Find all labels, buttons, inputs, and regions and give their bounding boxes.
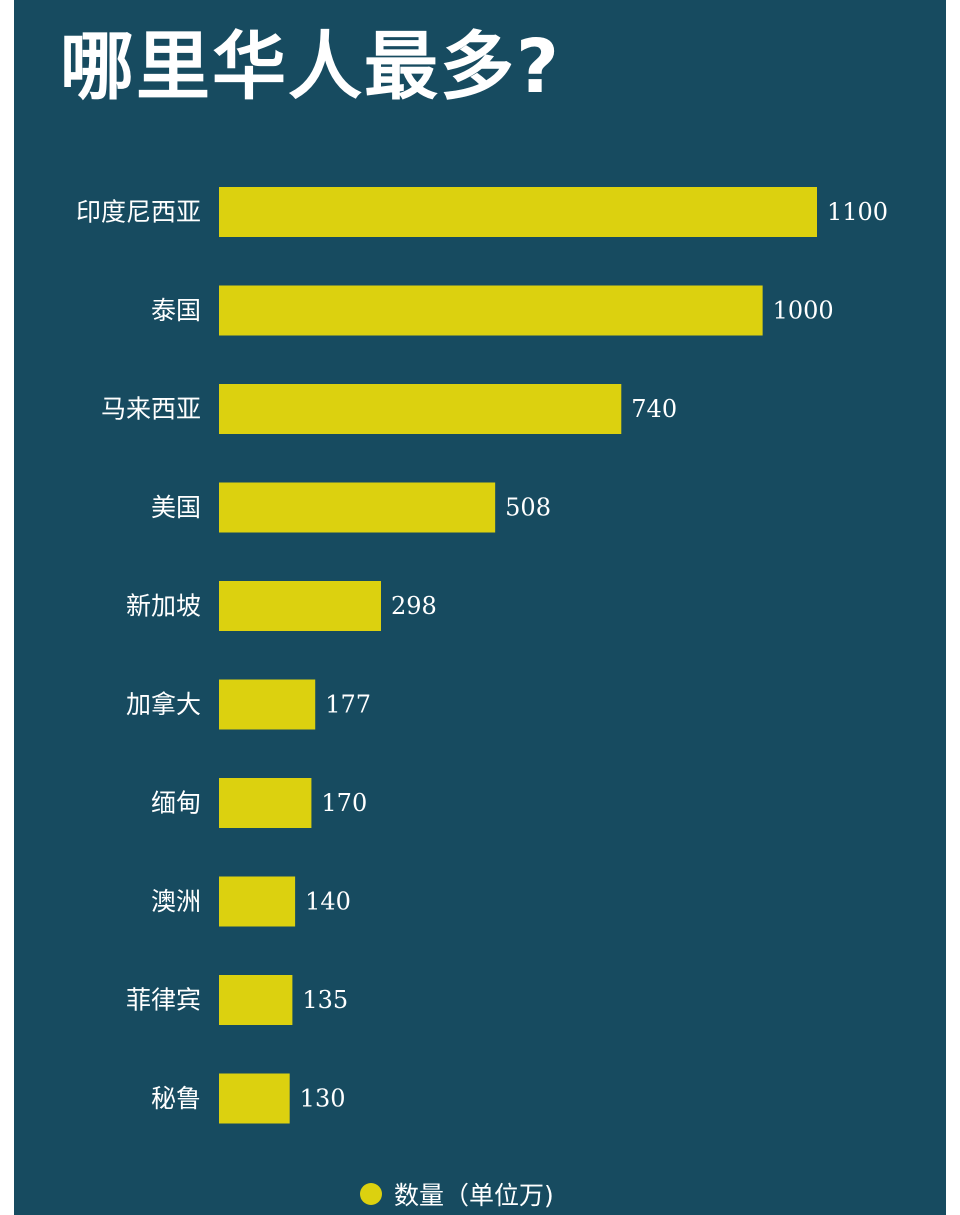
category-label: 新加坡 [126,592,201,621]
category-label: 美国 [151,493,201,522]
legend-swatch [360,1183,382,1205]
bar [219,679,316,730]
category-label: 澳洲 [151,887,201,916]
value-label: 508 [505,494,551,522]
value-label: 1100 [827,198,888,226]
category-label: 菲律宾 [126,986,201,1015]
value-label: 140 [305,888,351,916]
legend-label: 数量（单位万) [394,1181,554,1210]
bar [219,187,817,237]
page-title: 哪里华人最多? [60,24,561,110]
bar [219,482,496,533]
legend: 数量（单位万) [360,1176,554,1212]
category-label: 马来西亚 [101,395,201,424]
value-label: 170 [321,789,367,817]
bar [219,778,312,828]
value-label: 1000 [773,297,834,325]
category-label: 秘鲁 [151,1084,201,1113]
value-label: 740 [631,395,677,423]
value-label: 135 [302,986,348,1014]
value-label: 177 [325,691,371,719]
bar [219,384,622,434]
value-label: 130 [300,1085,346,1113]
bar-chart: 印度尼西亚 1100 泰国 1000 马来西亚 740 美国 508 新加坡 298 加拿大 177 缅… [76,187,888,1124]
bar [219,1073,290,1124]
bar [219,975,293,1025]
bar [219,876,296,927]
category-label: 泰国 [151,296,201,325]
category-label: 缅甸 [151,789,201,818]
bar [219,285,763,336]
value-label: 298 [391,592,437,620]
category-label: 印度尼西亚 [76,198,201,227]
category-label: 加拿大 [126,690,201,719]
bar [219,581,382,631]
